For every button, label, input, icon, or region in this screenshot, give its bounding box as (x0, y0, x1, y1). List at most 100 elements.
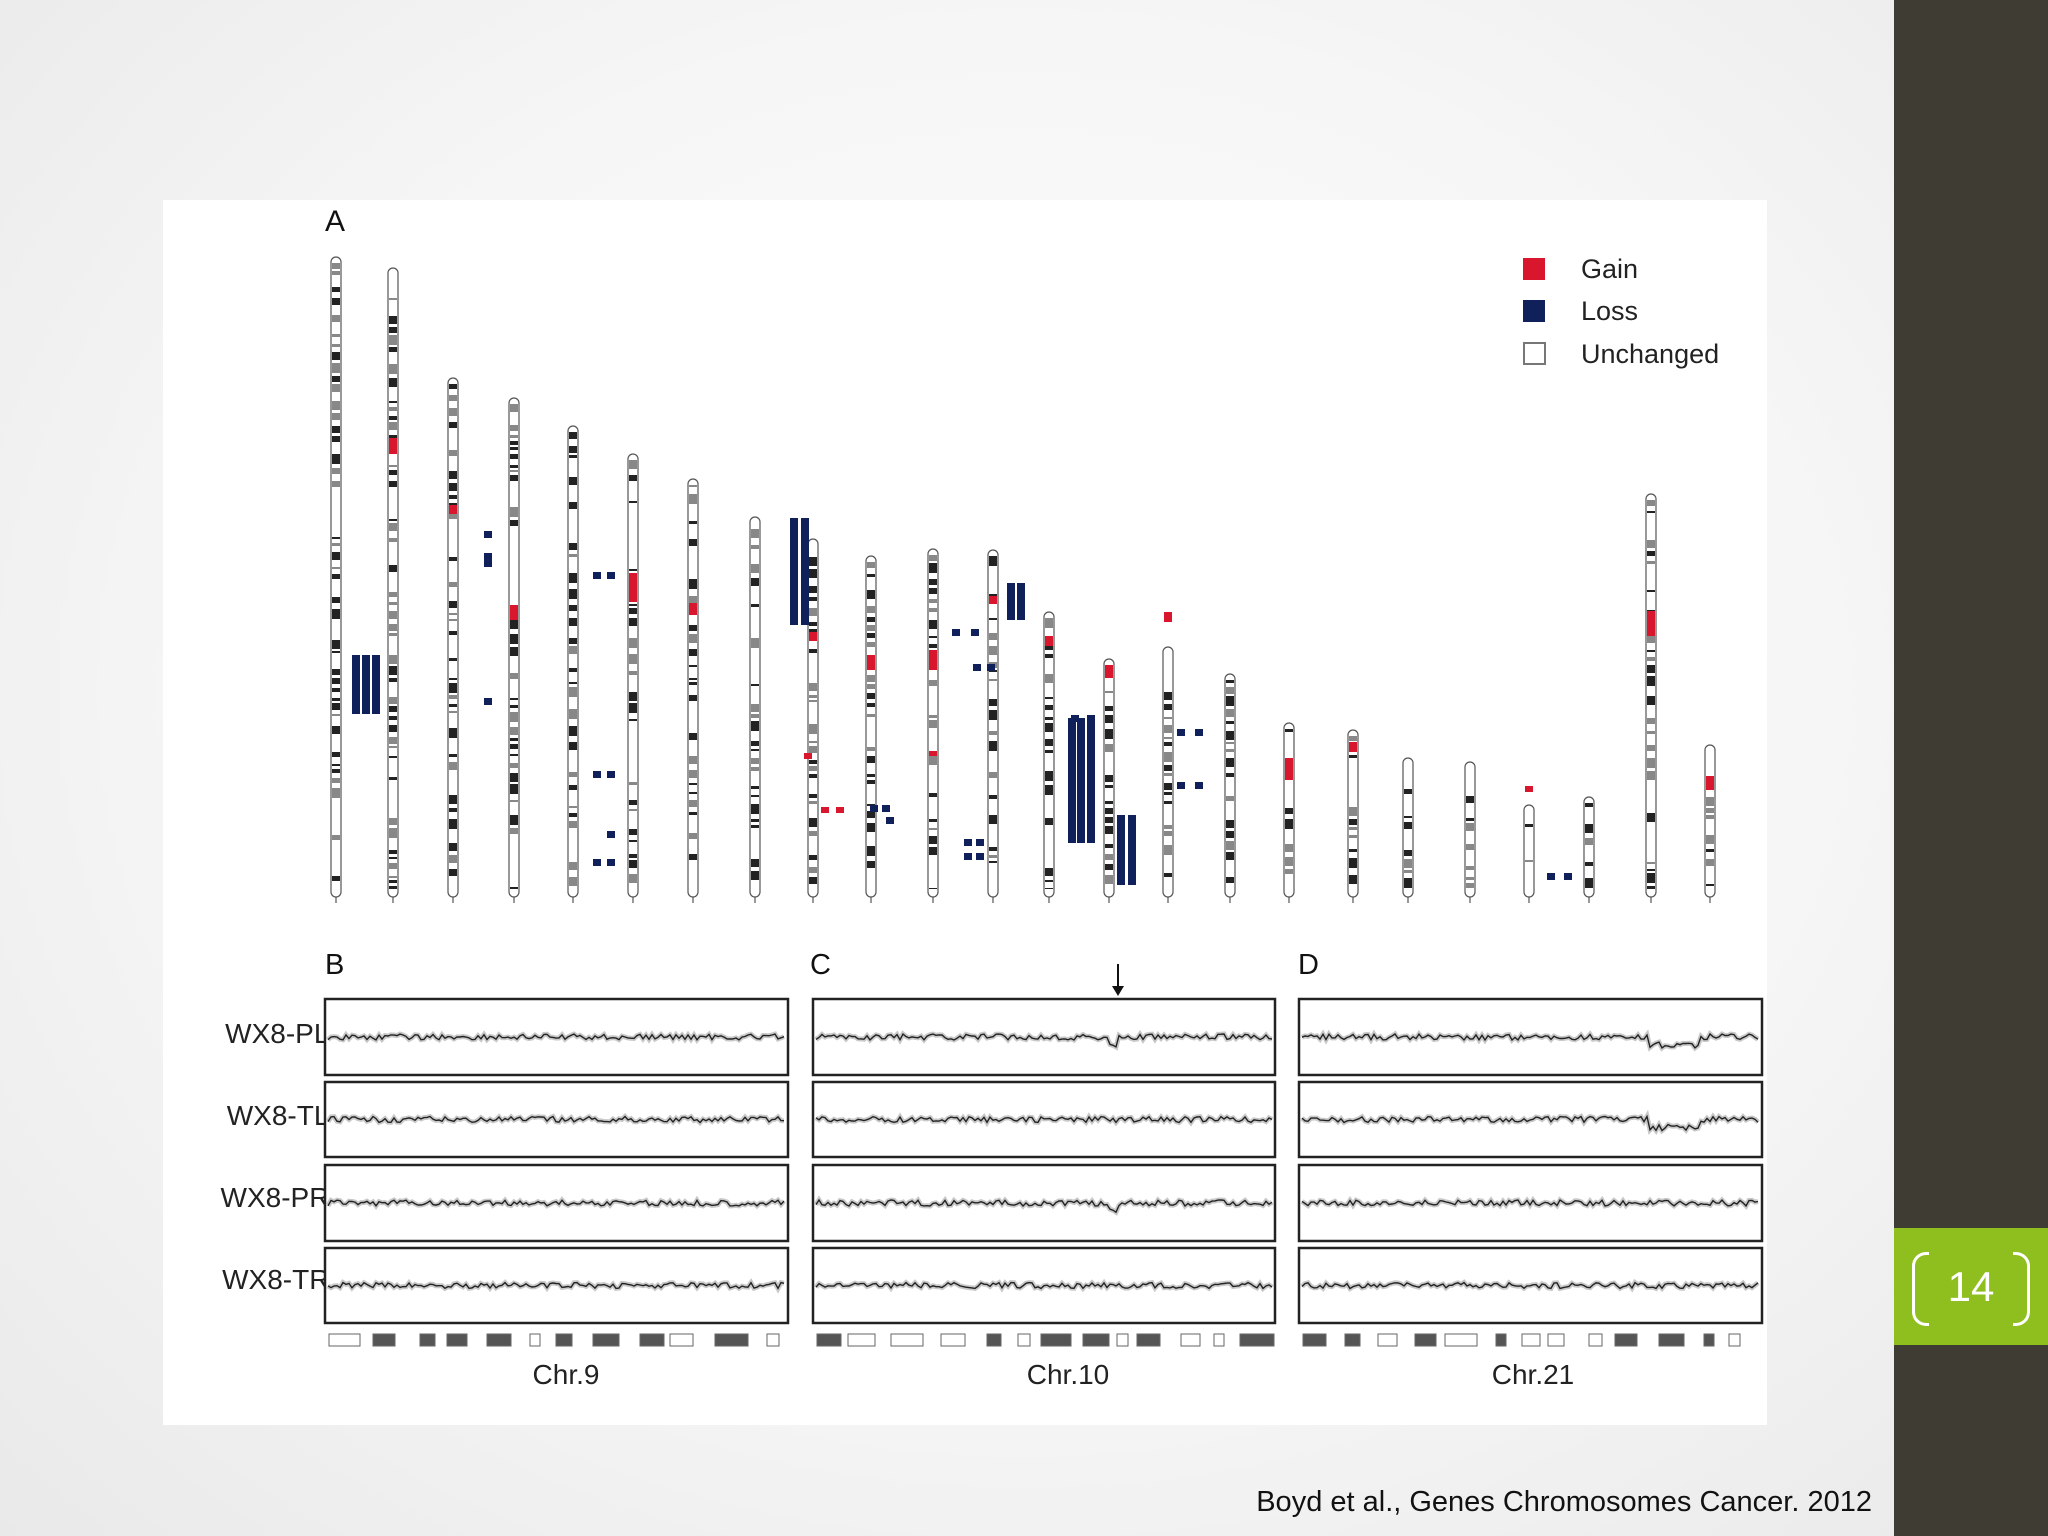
chromosome-band (332, 384, 340, 392)
chromosome-band (332, 609, 340, 619)
chromosome-band (569, 687, 577, 697)
loss-marker (593, 771, 601, 778)
chromosome-band (1164, 801, 1172, 804)
chromosome-band (751, 795, 759, 797)
chromosome-band (629, 654, 637, 664)
chromosome-band (389, 565, 397, 572)
chromosome-band (332, 481, 340, 487)
gain-band (689, 603, 697, 615)
chromosome-band (449, 683, 457, 693)
mini-band (986, 1333, 1002, 1347)
chromosome-band (629, 840, 637, 842)
chromosome-band (1045, 771, 1053, 781)
chromosome-band (1647, 561, 1655, 564)
chromosome-band (389, 678, 397, 682)
mini-ideogram (816, 1333, 1275, 1347)
mini-band (766, 1333, 780, 1347)
chromosome-band (332, 651, 340, 653)
chromosome-band (510, 634, 518, 644)
chromosome-band (389, 746, 397, 748)
chromosome-band (1585, 838, 1593, 845)
panel-d-label: D (1298, 949, 1319, 981)
loss-segment (352, 655, 360, 714)
loss-segment (1077, 718, 1085, 843)
chromosome-band (1404, 789, 1412, 794)
gain-band (1105, 665, 1113, 678)
chromosome-band (929, 819, 937, 822)
chromosome-band (510, 435, 518, 438)
chr10-axis-label: Chr.10 (1027, 1359, 1110, 1390)
gain-band (867, 655, 875, 670)
chromosome-body (1224, 673, 1236, 898)
chromosome-band (1226, 877, 1234, 883)
chromosome-band (751, 749, 759, 751)
chromosome-band (929, 720, 937, 728)
chromosome-band (1647, 590, 1655, 592)
chromosome-band (510, 744, 518, 749)
loss-marker (1547, 873, 1555, 880)
chromosome-band (689, 792, 697, 794)
chromosome-band (1105, 817, 1113, 823)
chromosome-band (569, 813, 577, 817)
chromosome-band (629, 874, 637, 883)
chromosome-band (510, 738, 518, 741)
chromosome-band (332, 698, 340, 701)
mini-band (1658, 1333, 1685, 1347)
loss-marker (976, 853, 984, 860)
mini-ideogram (1302, 1333, 1741, 1347)
chromosome-band (1706, 859, 1714, 866)
chromosome-band (751, 741, 759, 746)
gain-marker (821, 807, 829, 813)
trace-line (327, 1033, 785, 1042)
chromosome-band (867, 747, 875, 751)
mini-band (1414, 1333, 1437, 1347)
chr9-axis-label: Chr.9 (533, 1359, 600, 1390)
chromosome-band (867, 642, 875, 647)
copy-number-traces (323, 964, 1764, 1347)
loss-marker (1195, 729, 1203, 736)
chromosome-band (1466, 866, 1474, 870)
chromosome-band (1045, 654, 1053, 658)
chromosome-band (1164, 845, 1172, 855)
mini-band (1521, 1333, 1541, 1347)
chromosome-22 (1583, 796, 1595, 903)
loss-marker (1195, 782, 1203, 789)
mini-band (1017, 1333, 1031, 1347)
chromosome-band (332, 788, 340, 798)
chromosome-band (510, 727, 518, 735)
loss-marker (607, 859, 615, 866)
chromosome-band (1226, 852, 1234, 860)
chromosome-band (389, 538, 397, 542)
chromosome-band (1045, 618, 1053, 628)
chromosome-19 (1402, 757, 1414, 903)
chromosome-band (332, 752, 340, 757)
chromosome-band (332, 543, 340, 546)
chromosome-band (332, 376, 340, 382)
chromosome-6 (627, 453, 639, 903)
gain-band (510, 609, 518, 620)
chromosome-band (332, 454, 340, 464)
chromosome-band (332, 669, 340, 675)
chromosome-band (1045, 723, 1053, 732)
chromosome-2 (387, 267, 399, 903)
chromosome-band (1285, 819, 1293, 829)
chromosome-band (1226, 773, 1234, 777)
loss-marker (1071, 715, 1079, 722)
chromosome-band (510, 447, 518, 450)
chromosome-band (1164, 792, 1172, 795)
loss-marker (593, 859, 601, 866)
chromosome-band (510, 800, 518, 802)
chromosome-band (389, 880, 397, 883)
chromosome-band (751, 684, 759, 686)
chromosome-band (1404, 870, 1412, 873)
chromosome-band (1164, 737, 1172, 739)
chromosome-band (629, 703, 637, 713)
trace-panel (323, 997, 790, 1077)
trace-panel (1297, 1080, 1764, 1159)
chromosome-band (569, 432, 577, 439)
loss-marker (607, 831, 615, 838)
chromosome-band (332, 778, 340, 783)
chromosome-band (751, 564, 759, 573)
chromosome-band (1404, 822, 1412, 829)
chromosome-band (389, 327, 397, 333)
